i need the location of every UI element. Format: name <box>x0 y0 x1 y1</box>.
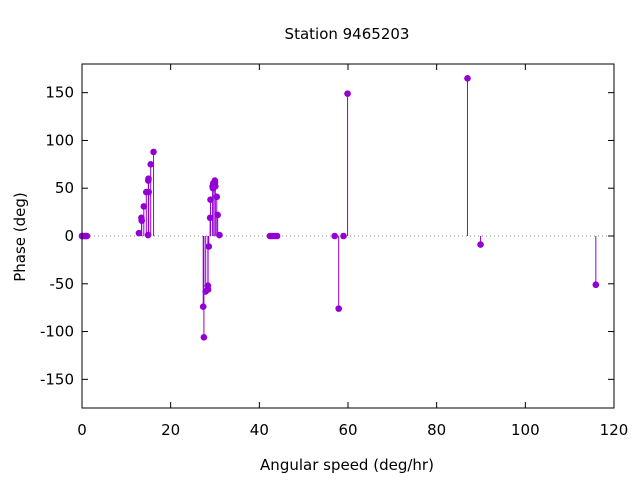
data-point <box>205 243 213 250</box>
x-tick-label: 100 <box>511 421 540 439</box>
data-point <box>344 90 351 97</box>
data-point <box>340 232 347 240</box>
data-point <box>145 175 152 182</box>
data-point <box>135 229 143 237</box>
y-tick-label: 100 <box>45 131 74 149</box>
x-tick-label: 0 <box>77 421 87 439</box>
y-tick-label: 150 <box>45 84 74 102</box>
x-axis-label: Angular speed (deg/hr) <box>260 456 434 474</box>
data-point <box>477 241 484 248</box>
x-tick-label: 120 <box>600 421 629 439</box>
x-tick-label: 80 <box>427 421 446 439</box>
data-point <box>212 183 219 190</box>
data-point <box>200 333 208 341</box>
y-tick-label: 0 <box>64 227 74 245</box>
y-tick-label: 50 <box>55 179 74 197</box>
data-point <box>138 217 146 225</box>
plot-area-border <box>81 63 615 409</box>
plot-border-layer <box>81 63 615 409</box>
data-point <box>83 232 91 240</box>
data-point <box>214 211 221 219</box>
x-tick-label: 20 <box>161 421 180 439</box>
data-point <box>145 188 152 196</box>
data-point <box>273 232 281 240</box>
y-axis-label: Phase (deg) <box>11 192 29 282</box>
data-point <box>213 193 221 201</box>
x-tick-label: 40 <box>250 421 269 439</box>
data-point <box>335 305 342 312</box>
data-point <box>144 231 152 239</box>
axes-layer: 0 20 40 60 80 100 120 -150 -100 -50 0 50 100 150 <box>40 64 628 439</box>
data-point <box>204 286 212 293</box>
y-tick-label: -150 <box>40 370 74 388</box>
y-tick-label: -50 <box>50 275 75 293</box>
data-point <box>216 231 223 239</box>
data-point <box>331 232 339 240</box>
data-point <box>207 196 214 203</box>
data-point <box>150 148 157 156</box>
x-tick-label: 60 <box>338 421 357 439</box>
chart-title: Station 9465203 <box>285 25 410 43</box>
data-point <box>147 161 155 168</box>
data-point <box>199 303 207 311</box>
data-marks <box>78 75 600 341</box>
data-point <box>464 75 471 82</box>
y-tick-label: -100 <box>40 323 74 341</box>
data-point <box>592 281 600 289</box>
data-point <box>140 203 148 210</box>
data-point <box>206 214 214 222</box>
